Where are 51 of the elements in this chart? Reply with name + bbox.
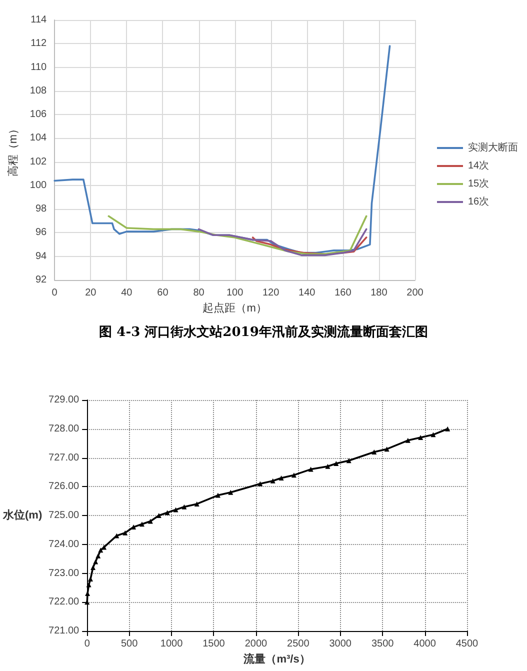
y-tick-label: 112: [30, 38, 48, 50]
text: 图 4-3 河口街水文站2019年汛前及实测流量断面套汇图: [99, 324, 428, 340]
x-axis-title: 流量（m³/s）: [242, 652, 310, 666]
y-tick-label: 108: [30, 85, 48, 96]
x-tick-label: 140: [298, 288, 316, 298]
y-tick-label: 106: [30, 109, 48, 120]
legend-label: 16次: [468, 196, 490, 208]
y-tick-label: 102: [30, 156, 48, 168]
y-tick-label: 114: [30, 14, 48, 26]
y-tick-label: 110: [30, 62, 48, 73]
y-tick-label: 727.00: [48, 452, 80, 464]
legend-label: 实测大断面: [468, 142, 518, 154]
x-tick-label: 3000: [329, 638, 352, 650]
y-tick-label: 94: [35, 250, 48, 262]
y-tick-label: 100: [30, 180, 48, 191]
y-tick-label: 96: [35, 227, 48, 238]
y-tick-label: 728.00: [48, 423, 80, 434]
y-tick-label: 98: [35, 204, 48, 215]
x-tick-label: 20: [85, 288, 97, 298]
x-tick-label: 0: [84, 638, 90, 650]
x-tick-label: 40: [121, 288, 133, 298]
x-tick-label: 0: [52, 288, 58, 298]
x-tick-label: 1500: [202, 638, 226, 650]
x-tick-label: 1000: [160, 638, 184, 650]
x-tick-label: 4500: [456, 638, 479, 650]
y-tick-label: 92: [35, 274, 48, 286]
x-tick-label: 100: [226, 288, 244, 298]
y-tick-label: 724.00: [48, 538, 80, 550]
x-tick-label: 3500: [371, 638, 394, 650]
y-tick-label: 104: [30, 132, 48, 144]
y-axis-title: 高程（m）: [6, 123, 20, 177]
y-axis-title: 水位(m): [2, 508, 42, 522]
x-tick-label: 2500: [287, 638, 310, 650]
y-tick-label: 729.00: [48, 394, 80, 406]
x-tick-label: 4000: [414, 638, 436, 650]
x-tick-label: 180: [370, 288, 388, 298]
x-tick-label: 120: [262, 288, 280, 298]
x-tick-label: 80: [193, 288, 205, 298]
x-axis-title: 起点距（m）: [202, 301, 267, 314]
x-tick-label: 500: [120, 638, 138, 650]
y-tick-label: 723.00: [48, 568, 80, 579]
x-tick-label: 160: [334, 288, 352, 298]
x-tick-label: 2000: [244, 638, 268, 650]
legend-label: 14次: [468, 160, 490, 172]
x-tick-label: 60: [157, 288, 169, 298]
y-tick-label: 725.00: [48, 510, 80, 521]
y-tick-label: 722.00: [48, 596, 80, 608]
x-tick-label: 200: [406, 288, 424, 298]
y-tick-label: 726.00: [48, 481, 80, 492]
y-tick-label: 721.00: [48, 626, 80, 636]
legend-label: 15次: [468, 178, 490, 190]
